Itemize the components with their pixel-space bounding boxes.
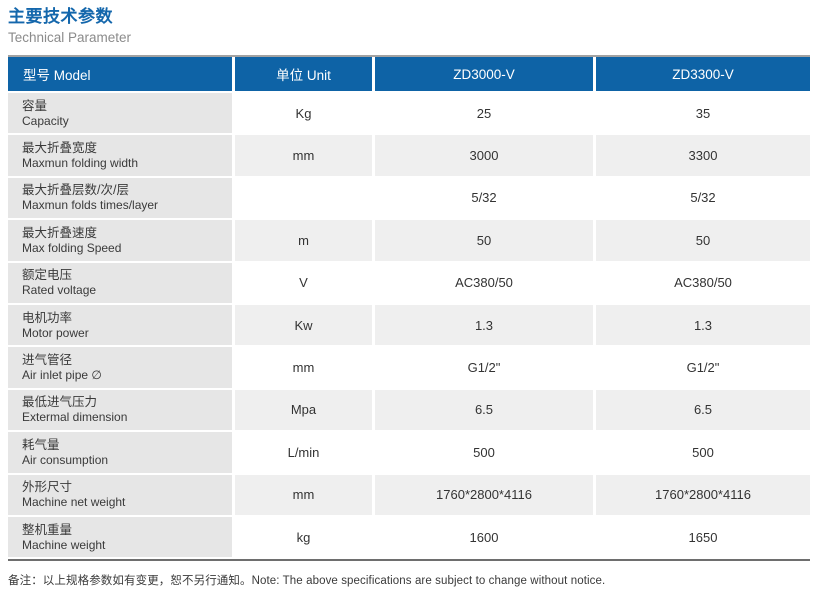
- parameter-name-cn: 最低进气压力: [22, 395, 98, 410]
- table-header-row: 型号 Model 单位 Unit ZD3000-V ZD3300-V: [8, 55, 810, 91]
- table-row: 最大折叠层数/次/层 Maxmun folds times/layer 5/32…: [8, 177, 810, 219]
- parameter-name-cn: 耗气量: [22, 437, 60, 452]
- value-cell-zd3000v: 1.3: [375, 304, 593, 346]
- value-cell-zd3000v: G1/2": [375, 347, 593, 388]
- table-row: 外形尺寸 Machine net weight mm 1760*2800*411…: [8, 474, 810, 515]
- parameter-name-en: Machine weight: [22, 537, 106, 552]
- parameter-name-en: Max folding Speed: [22, 240, 122, 255]
- parameter-label-cell: 额定电压 Rated voltage: [8, 262, 232, 303]
- value-cell-zd3000v: 50: [375, 220, 593, 261]
- parameter-name-en: Air inlet pipe ∅: [22, 368, 102, 383]
- value-cell-zd3000v: 6.5: [375, 389, 593, 431]
- unit-cell: m: [235, 220, 372, 261]
- table-row: 容量 Capacity Kg 25 35: [8, 93, 810, 134]
- value-cell-zd3300v: 1650: [596, 516, 810, 558]
- parameter-name-cn: 最大折叠层数/次/层: [22, 183, 129, 198]
- unit-cell: kg: [235, 516, 372, 558]
- table-body: 容量 Capacity Kg 25 35 最大折叠宽度 Maxmun foldi…: [8, 93, 810, 558]
- value-cell-zd3300v: 500: [596, 432, 810, 473]
- parameter-name-cn: 电机功率: [22, 310, 73, 325]
- parameter-name-en: Maxmun folding width: [22, 156, 139, 171]
- parameter-label-cell: 耗气量 Air consumption: [8, 432, 232, 473]
- table-row: 电机功率 Motor power Kw 1.3 1.3: [8, 304, 810, 346]
- parameter-label-cell: 最大折叠速度 Max folding Speed: [8, 220, 232, 261]
- parameter-name-en: Maxmun folds times/layer: [22, 198, 159, 213]
- table-bottom-rule: [8, 559, 810, 562]
- parameter-name-en: Air consumption: [22, 452, 109, 467]
- parameter-name-en: Motor power: [22, 325, 89, 340]
- table-row: 最低进气压力 Extermal dimension Mpa 6.5 6.5: [8, 389, 810, 431]
- table-row: 额定电压 Rated voltage V AC380/50 AC380/50: [8, 262, 810, 303]
- table-row: 最大折叠宽度 Maxmun folding width mm 3000 3300: [8, 135, 810, 176]
- unit-cell: Mpa: [235, 389, 372, 431]
- parameter-name-cn: 外形尺寸: [22, 480, 73, 495]
- value-cell-zd3000v: AC380/50: [375, 262, 593, 303]
- parameter-label-cell: 最大折叠层数/次/层 Maxmun folds times/layer: [8, 177, 232, 219]
- header-model-zd3300v: ZD3300-V: [596, 57, 810, 91]
- value-cell-zd3300v: G1/2": [596, 347, 810, 388]
- value-cell-zd3300v: 3300: [596, 135, 810, 176]
- parameter-label-cell: 整机重量 Machine weight: [8, 516, 232, 558]
- parameter-name-en: Capacity: [22, 113, 69, 128]
- value-cell-zd3000v: 1760*2800*4116: [375, 474, 593, 515]
- parameter-name-cn: 容量: [22, 98, 48, 113]
- value-cell-zd3000v: 1600: [375, 516, 593, 558]
- parameter-label-cell: 容量 Capacity: [8, 93, 232, 134]
- parameter-name-en: Extermal dimension: [22, 410, 128, 425]
- parameter-name-en: Machine net weight: [22, 495, 126, 510]
- value-cell-zd3300v: 35: [596, 93, 810, 134]
- title-block: 主要技术参数 Technical Parameter: [8, 6, 811, 46]
- value-cell-zd3000v: 25: [375, 93, 593, 134]
- value-cell-zd3300v: AC380/50: [596, 262, 810, 303]
- parameter-label-cell: 外形尺寸 Machine net weight: [8, 474, 232, 515]
- unit-cell: mm: [235, 474, 372, 515]
- header-unit: 单位 Unit: [235, 57, 372, 91]
- footer-note: 备注：以上规格参数如有变更，恕不另行通知。Note: The above spe…: [8, 575, 606, 588]
- unit-cell: Kw: [235, 304, 372, 346]
- content-area: 主要技术参数 Technical Parameter 型号 Model 单位 U…: [8, 6, 811, 588]
- parameter-label-cell: 进气管径 Air inlet pipe ∅: [8, 347, 232, 388]
- value-cell-zd3300v: 50: [596, 220, 810, 261]
- page-title: 主要技术参数: [8, 7, 113, 26]
- table-row: 最大折叠速度 Max folding Speed m 50 50: [8, 220, 810, 261]
- header-model-zd3000v: ZD3000-V: [375, 57, 593, 91]
- table-row: 整机重量 Machine weight kg 1600 1650: [8, 516, 810, 558]
- unit-cell: V: [235, 262, 372, 303]
- parameter-name-cn: 进气管径: [22, 353, 73, 368]
- unit-cell: mm: [235, 135, 372, 176]
- parameter-name-cn: 额定电压: [22, 268, 73, 283]
- parameter-label-cell: 最大折叠宽度 Maxmun folding width: [8, 135, 232, 176]
- parameter-name-cn: 整机重量: [22, 522, 73, 537]
- value-cell-zd3300v: 5/32: [596, 177, 810, 219]
- value-cell-zd3300v: 1.3: [596, 304, 810, 346]
- value-cell-zd3000v: 3000: [375, 135, 593, 176]
- unit-cell: mm: [235, 347, 372, 388]
- parameter-label-cell: 电机功率 Motor power: [8, 304, 232, 346]
- parameter-label-cell: 最低进气压力 Extermal dimension: [8, 389, 232, 431]
- table-row: 进气管径 Air inlet pipe ∅ mm G1/2" G1/2": [8, 347, 810, 388]
- value-cell-zd3000v: 5/32: [375, 177, 593, 219]
- technical-parameter-table: 型号 Model 单位 Unit ZD3000-V ZD3300-V 容量 Ca…: [8, 55, 810, 562]
- page-subtitle: Technical Parameter: [8, 30, 132, 45]
- parameter-name-cn: 最大折叠宽度: [22, 141, 98, 156]
- parameter-name-en: Rated voltage: [22, 283, 97, 298]
- table-row: 耗气量 Air consumption L/min 500 500: [8, 432, 810, 473]
- unit-cell: Kg: [235, 93, 372, 134]
- parameter-name-cn: 最大折叠速度: [22, 225, 98, 240]
- unit-cell: L/min: [235, 432, 372, 473]
- header-model: 型号 Model: [8, 57, 232, 91]
- value-cell-zd3300v: 6.5: [596, 389, 810, 431]
- unit-cell: [235, 177, 372, 219]
- value-cell-zd3300v: 1760*2800*4116: [596, 474, 810, 515]
- value-cell-zd3000v: 500: [375, 432, 593, 473]
